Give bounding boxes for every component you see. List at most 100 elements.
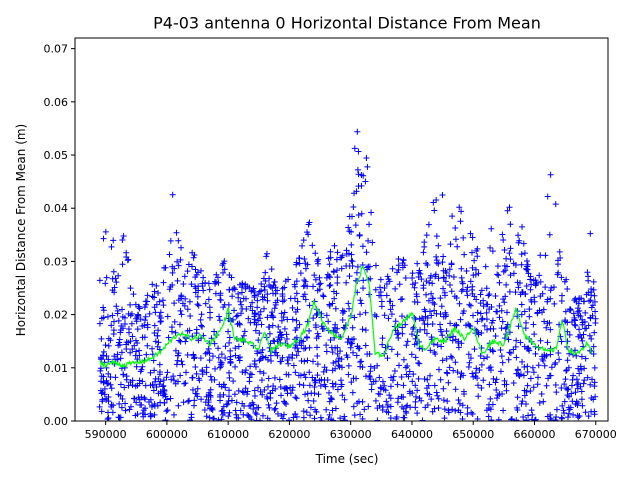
sample-point [368, 381, 375, 388]
sample-point [153, 282, 160, 289]
sample-point [414, 387, 421, 394]
sample-point [271, 305, 278, 312]
y-tick-label: 0.04 [44, 202, 69, 215]
sample-point [134, 356, 141, 363]
sample-point [483, 285, 490, 292]
sample-point [186, 298, 193, 305]
sample-point [534, 381, 541, 388]
sample-point [268, 266, 275, 273]
sample-point [456, 300, 463, 307]
sample-point [345, 224, 352, 231]
sample-point [314, 260, 321, 267]
sample-point [464, 292, 471, 299]
sample-point [467, 355, 474, 362]
sample-point [504, 321, 511, 328]
sample-point [435, 275, 442, 282]
sample-point [159, 392, 166, 399]
sample-point [132, 301, 139, 308]
sample-point [150, 387, 157, 394]
sample-point [105, 409, 112, 416]
sample-point [420, 282, 427, 289]
sample-point [409, 390, 416, 397]
sample-point [279, 290, 286, 297]
sample-point [205, 296, 212, 303]
sample-point [313, 312, 320, 319]
sample-point [333, 290, 340, 297]
sample-point [261, 386, 268, 393]
sample-point [285, 354, 292, 361]
sample-point [507, 272, 514, 279]
sample-point [547, 171, 554, 178]
sample-point [255, 384, 262, 391]
sample-point [320, 292, 327, 299]
sample-point [461, 251, 468, 258]
sample-point [249, 307, 256, 314]
sample-point [343, 262, 350, 269]
sample-point [292, 411, 299, 418]
sample-point [474, 416, 481, 421]
sample-point [134, 326, 141, 333]
sample-point [561, 398, 568, 405]
sample-point [272, 290, 279, 297]
x-tick-label: 630000 [330, 428, 372, 441]
sample-point [172, 347, 179, 354]
sample-point [113, 303, 120, 310]
sample-point [429, 408, 436, 415]
sample-point [317, 382, 324, 389]
sample-point [446, 364, 453, 371]
sample-point [281, 309, 288, 316]
sample-point [435, 395, 442, 402]
sample-point [182, 380, 189, 387]
sample-point [365, 263, 372, 270]
sample-point [235, 294, 242, 301]
sample-point [131, 342, 138, 349]
sample-point [326, 273, 333, 280]
sample-point [116, 400, 123, 407]
sample-point [504, 207, 511, 214]
sample-point [563, 367, 570, 374]
sample-point [524, 261, 531, 268]
sample-point [242, 385, 249, 392]
sample-point [404, 362, 411, 369]
sample-point [416, 345, 423, 352]
sample-point [564, 357, 571, 364]
sample-point [576, 295, 583, 302]
sample-point [137, 368, 144, 375]
sample-point [564, 285, 571, 292]
sample-point [452, 359, 459, 366]
sample-point [386, 392, 393, 399]
sample-point [110, 237, 117, 244]
sample-point [327, 282, 334, 289]
sample-point [230, 316, 237, 323]
sample-point [426, 308, 433, 315]
sample-point [573, 352, 580, 359]
sample-point [389, 377, 396, 384]
sample-point [475, 331, 482, 338]
sample-point [343, 279, 350, 286]
sample-point [575, 379, 582, 386]
sample-point [251, 316, 258, 323]
sample-point [189, 374, 196, 381]
sample-point [201, 407, 208, 414]
sample-point [325, 318, 332, 325]
sample-point [503, 281, 510, 288]
sample-point [255, 337, 262, 344]
sample-point [334, 274, 341, 281]
sample-point [422, 404, 429, 411]
sample-point [127, 403, 134, 410]
sample-point [105, 342, 112, 349]
sample-point [570, 372, 577, 379]
sample-point [285, 276, 292, 283]
sample-point [136, 347, 143, 354]
sample-point [483, 316, 490, 323]
sample-point [102, 280, 109, 287]
sample-point [191, 402, 198, 409]
sample-point [455, 344, 462, 351]
sample-point [524, 363, 531, 370]
sample-point [213, 271, 220, 278]
sample-point [329, 407, 336, 414]
sample-point [365, 403, 372, 410]
sample-point [580, 331, 587, 338]
sample-point [523, 388, 530, 395]
sample-point [332, 305, 339, 312]
